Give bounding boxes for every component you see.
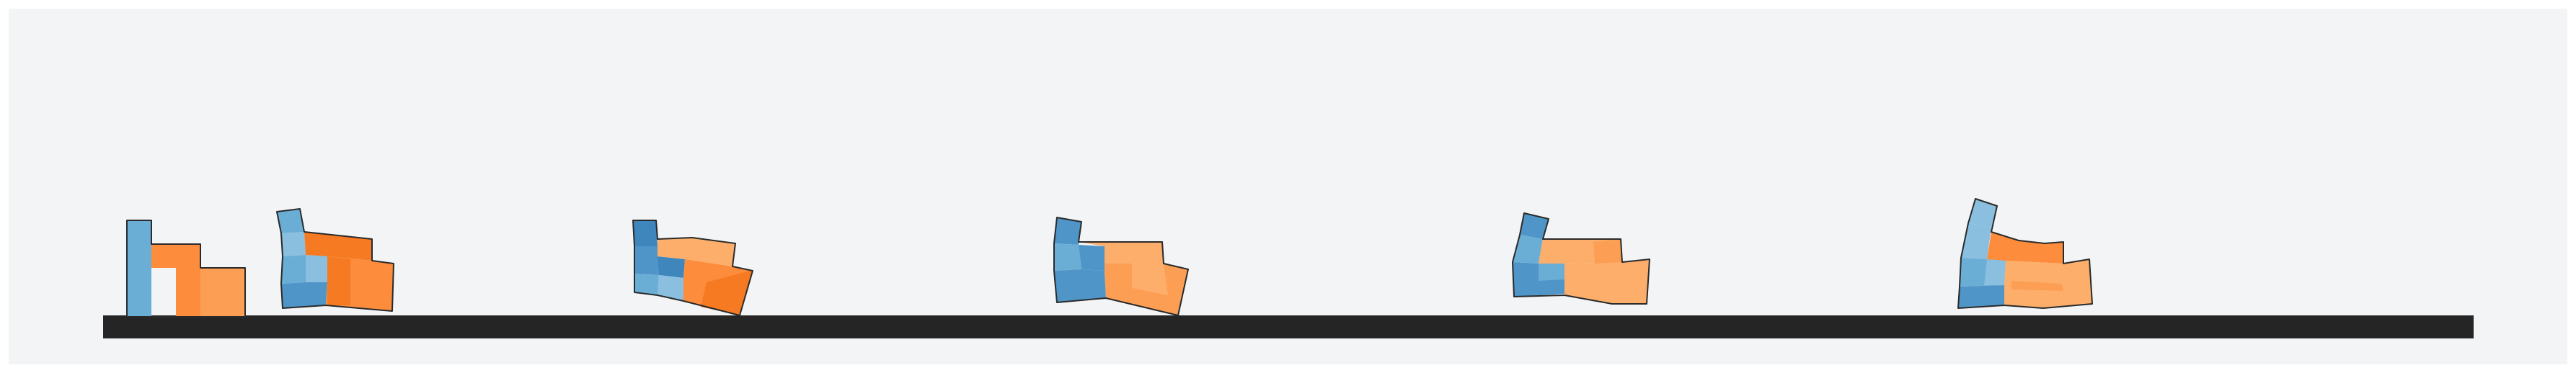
figure-4-orange-body bbox=[1132, 264, 1168, 295]
figure-2-blue-body bbox=[281, 232, 306, 256]
figure-3-outline bbox=[632, 220, 753, 316]
figure-1-blue-pillar bbox=[127, 220, 151, 317]
figure-frame-4 bbox=[1053, 217, 1189, 316]
figure-frame-6 bbox=[1957, 198, 2093, 309]
figure-1-orange-top bbox=[151, 244, 176, 268]
figure-6-blue-body bbox=[1984, 259, 2006, 285]
figure-3-blue-body bbox=[658, 256, 685, 278]
figure-5-orange-body bbox=[1564, 259, 1650, 304]
figure-5-blue-body bbox=[1513, 235, 1543, 264]
figure-3-blue-body bbox=[634, 246, 659, 275]
figure-6-blue-bottom bbox=[1958, 285, 2004, 308]
figure-3-orange-top bbox=[658, 238, 735, 266]
figure-frame-3 bbox=[632, 220, 753, 316]
figure-4-orange-top bbox=[1079, 242, 1164, 264]
figure-4-blue-top bbox=[1054, 217, 1081, 245]
figure-4-blue-body bbox=[1079, 245, 1105, 271]
figure-frame-1 bbox=[126, 220, 246, 318]
figure-4-outline bbox=[1053, 217, 1189, 316]
figure-2-orange-top bbox=[304, 232, 372, 261]
figure-6-blue-top bbox=[1968, 199, 1997, 228]
figure-6-orange-body bbox=[2011, 281, 2063, 291]
figure-5-blue-body bbox=[1539, 264, 1564, 281]
figure-6-orange-top bbox=[1987, 232, 2063, 264]
figure-3-blue-top bbox=[633, 220, 658, 246]
figure-6-outline bbox=[1957, 198, 2093, 309]
figure-2-blue-body bbox=[306, 255, 327, 282]
figure-2-blue-body bbox=[281, 255, 306, 284]
figure-6-blue-body bbox=[1961, 223, 1991, 259]
figure-5-blue-top bbox=[1520, 213, 1549, 239]
figure-2-blue-top bbox=[277, 209, 304, 233]
figure-4-blue-body bbox=[1054, 269, 1106, 302]
figure-5-orange-body bbox=[1593, 239, 1622, 264]
figure-1-orange-body bbox=[176, 268, 200, 317]
figure-2-blue-bottom bbox=[281, 282, 327, 308]
figure-3-blue-body bbox=[634, 274, 659, 295]
figure-frame-2 bbox=[276, 208, 394, 312]
figure-3-orange-body bbox=[701, 271, 753, 315]
figure-2-outline bbox=[276, 208, 394, 312]
figure-5-outline bbox=[1512, 212, 1650, 305]
figure-1-orange-top bbox=[176, 244, 200, 268]
scene-background bbox=[9, 9, 2567, 364]
figure-2-orange-body bbox=[327, 256, 350, 305]
figure-frame-5 bbox=[1512, 212, 1650, 305]
figure-4-blue-body bbox=[1054, 243, 1081, 271]
ground-bar bbox=[103, 315, 2474, 338]
figure-1-outline bbox=[126, 220, 246, 318]
figure-3-blue-bottom bbox=[658, 275, 683, 301]
